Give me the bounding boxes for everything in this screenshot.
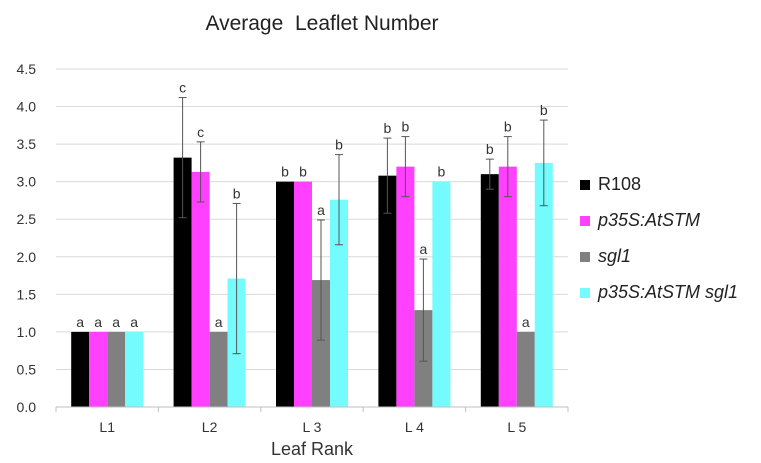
y-tick-label: 3.5 bbox=[17, 136, 37, 152]
significance-letter: a bbox=[215, 314, 223, 330]
bar bbox=[312, 280, 330, 407]
significance-letter: b bbox=[384, 120, 392, 136]
y-tick-label: 2.5 bbox=[17, 211, 37, 227]
significance-letter: b bbox=[281, 164, 289, 180]
significance-letter: b bbox=[402, 119, 410, 135]
x-tick-label: L 5 bbox=[507, 419, 526, 435]
legend-label: R108 bbox=[598, 174, 641, 194]
bar bbox=[191, 171, 210, 407]
legend-swatch bbox=[580, 288, 590, 298]
y-tick-label: 0.5 bbox=[17, 361, 37, 377]
significance-letter: a bbox=[317, 202, 325, 218]
bar bbox=[396, 166, 415, 407]
y-tick-label: 3.0 bbox=[17, 174, 37, 190]
significance-letter: b bbox=[540, 102, 548, 118]
bar bbox=[432, 181, 451, 407]
significance-letter: a bbox=[112, 314, 120, 330]
significance-letter: a bbox=[522, 314, 530, 330]
bars bbox=[71, 157, 553, 407]
legend-label: p35S:AtSTM sgl1 bbox=[597, 282, 738, 302]
legend-label: p35S:AtSTM bbox=[597, 210, 700, 230]
significance-letter: a bbox=[130, 314, 138, 330]
bar bbox=[516, 331, 535, 407]
bar bbox=[125, 331, 144, 407]
legend: R108 p35S:AtSTM sgl1 p35S:AtSTM sgl1 bbox=[580, 174, 738, 302]
chart-title: Average Leaflet Number bbox=[205, 12, 438, 35]
x-tick-label: L 4 bbox=[405, 419, 424, 435]
bar bbox=[276, 181, 294, 407]
significance-letter: a bbox=[94, 314, 102, 330]
bar bbox=[480, 174, 499, 407]
y-tick-label: 4.5 bbox=[17, 61, 37, 77]
y-tick-label: 2.0 bbox=[17, 249, 37, 265]
y-tick-label: 4.0 bbox=[17, 99, 37, 115]
bar bbox=[107, 331, 126, 407]
y-axis-ticks: 0.0 0.5 1.0 1.5 2.0 2.5 3.0 3.5 4.0 4.5 bbox=[17, 61, 37, 415]
x-axis-ticks: L1 L2 L 3 L 4 L 5 bbox=[55, 407, 569, 435]
bar bbox=[534, 162, 553, 407]
legend-swatch bbox=[580, 216, 590, 226]
bar bbox=[330, 199, 348, 407]
x-tick-label: L 3 bbox=[303, 419, 322, 435]
significance-letter: b bbox=[299, 164, 307, 180]
bar bbox=[209, 331, 228, 407]
bar bbox=[173, 157, 192, 407]
x-tick-label: L2 bbox=[202, 419, 218, 435]
significance-letter: b bbox=[438, 164, 446, 180]
legend-label: sgl1 bbox=[598, 246, 631, 266]
significance-letter: b bbox=[486, 141, 494, 157]
legend-swatch bbox=[580, 252, 590, 262]
significance-letter: c bbox=[179, 80, 186, 96]
bar bbox=[378, 175, 397, 407]
significance-letter: c bbox=[197, 124, 204, 140]
error-bars bbox=[178, 97, 548, 362]
y-tick-label: 1.0 bbox=[17, 324, 37, 340]
significance-letter: b bbox=[504, 119, 512, 135]
bar bbox=[294, 181, 312, 407]
bar bbox=[89, 331, 108, 407]
legend-swatch bbox=[580, 180, 590, 190]
significance-letter: a bbox=[76, 314, 84, 330]
x-tick-label: L1 bbox=[99, 419, 115, 435]
bar bbox=[71, 331, 90, 407]
significance-letter: b bbox=[233, 185, 241, 201]
significance-letter: a bbox=[420, 241, 428, 257]
x-axis-label: Leaf Rank bbox=[271, 439, 354, 459]
significance-letter: b bbox=[335, 137, 343, 153]
y-tick-label: 1.5 bbox=[17, 286, 37, 302]
y-tick-label: 0.0 bbox=[17, 399, 37, 415]
bar bbox=[498, 166, 517, 407]
